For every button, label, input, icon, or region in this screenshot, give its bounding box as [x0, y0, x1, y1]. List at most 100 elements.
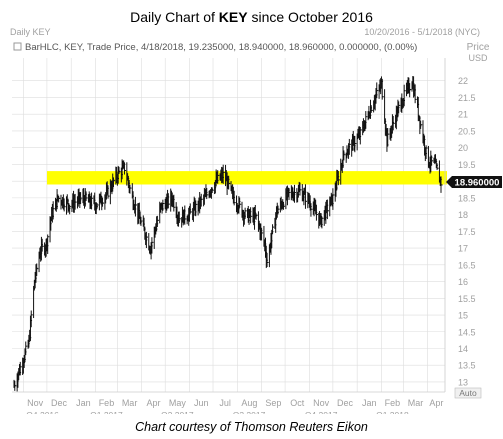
price-bar — [91, 192, 94, 210]
quarter-label: Q3 2017 — [233, 410, 266, 414]
price-bar — [63, 198, 66, 212]
y-tick-label: 22 — [458, 76, 468, 86]
quarter-label: Q4 2017 — [305, 410, 338, 414]
price-bar — [184, 205, 187, 225]
auto-scale-label: Auto — [459, 388, 477, 398]
x-tick-label: Mar — [408, 398, 424, 408]
price-bar — [206, 187, 209, 200]
price-bar — [392, 115, 395, 131]
highlight-band — [47, 171, 447, 185]
price-bar — [425, 145, 428, 159]
price-bar — [261, 227, 264, 241]
price-bar — [167, 193, 170, 209]
auto-scale-button[interactable]: Auto — [454, 387, 482, 399]
price-bar — [58, 195, 61, 203]
price-bar — [348, 138, 351, 155]
price-chart[interactable]: 1313.51414.51515.51616.51717.51818.51919… — [0, 26, 503, 420]
price-bar — [343, 150, 346, 161]
series-toggle-icon[interactable] — [13, 42, 22, 51]
price-bar — [41, 238, 44, 252]
y-tick-label: 21.5 — [458, 93, 476, 103]
last-price-box — [446, 176, 502, 188]
price-bar — [315, 204, 319, 221]
price-bar — [69, 204, 72, 215]
chart-title: Daily Chart of KEY since October 2016 — [130, 9, 373, 25]
quarter-label: Q1 2018 — [376, 410, 409, 414]
price-bar — [431, 155, 434, 166]
y-axis: 1313.51414.51515.51616.51717.51818.51919… — [458, 76, 476, 387]
price-bar — [74, 193, 77, 210]
price-bar — [277, 205, 280, 215]
x-tick-label: Dec — [51, 398, 68, 408]
x-tick-label: Dec — [337, 398, 354, 408]
y-tick-label: 19.5 — [458, 160, 476, 170]
price-bar — [321, 216, 324, 229]
price-bar — [255, 213, 258, 220]
price-bar — [52, 201, 55, 220]
last-price-tag: 18.960000 — [446, 176, 502, 189]
price-bar — [123, 162, 127, 175]
price-bar — [239, 197, 242, 208]
price-bar — [19, 361, 22, 376]
price-label: Price — [467, 42, 490, 53]
grid-lines — [12, 58, 445, 392]
price-bar — [414, 84, 417, 104]
price-bar — [25, 341, 28, 356]
date-range-label: 10/20/2016 - 5/1/2018 (NYC) — [364, 27, 480, 37]
x-tick-label: Jan — [362, 398, 377, 408]
price-bar — [107, 185, 110, 199]
price-bar — [266, 252, 269, 268]
price-bar — [162, 199, 165, 211]
price-bar — [387, 127, 390, 147]
y-tick-label: 13 — [458, 377, 468, 387]
price-bar — [376, 82, 379, 99]
price-bar — [200, 193, 203, 207]
price-bar — [189, 203, 192, 214]
y-tick-label: 16.5 — [458, 260, 476, 270]
y-tick-label: 15.5 — [458, 294, 476, 304]
price-bar — [233, 190, 236, 206]
x-tick-label: Feb — [385, 398, 401, 408]
price-bar — [440, 176, 443, 193]
series-info-text: BarHLC, KEY, Trade Price, 4/18/2018, 19.… — [25, 42, 417, 53]
price-bar — [244, 207, 247, 219]
price-bar — [283, 201, 286, 210]
price-bar — [102, 197, 105, 207]
price-bar — [354, 135, 357, 153]
price-bar — [217, 170, 220, 184]
y-tick-label: 17 — [458, 244, 468, 254]
price-bar — [134, 196, 138, 217]
x-tick-label: May — [169, 398, 187, 408]
quarter-label: Q4 2016 — [26, 410, 59, 414]
symbol-label: Daily KEY — [10, 27, 51, 37]
chart-caption: Chart courtesy of Thomson Reuters Eikon — [135, 420, 368, 434]
y-tick-label: 18 — [458, 210, 468, 220]
price-bar — [359, 126, 362, 145]
chart-panel[interactable]: 1313.51414.51515.51616.51717.51818.51919… — [0, 26, 503, 420]
price-bar — [195, 200, 198, 217]
price-bar — [36, 263, 39, 276]
price-bar — [365, 111, 368, 129]
price-bar — [140, 216, 143, 226]
x-tick-label: Mar — [122, 398, 138, 408]
price-bar — [304, 184, 308, 209]
y-tick-label: 16 — [458, 277, 468, 287]
quarter-label: Q1 2017 — [90, 410, 123, 414]
currency-label: USD — [468, 53, 488, 63]
price-bar — [381, 78, 384, 100]
price-bar — [293, 184, 297, 203]
price-bar — [156, 215, 159, 227]
price-bar — [151, 237, 154, 254]
price-bar — [228, 175, 231, 190]
y-tick-label: 13.5 — [458, 361, 476, 371]
price-bar — [118, 166, 121, 175]
price-bar — [310, 203, 313, 217]
y-tick-label: 20 — [458, 143, 468, 153]
price-bar — [129, 184, 132, 194]
x-tick-label: Nov — [27, 398, 44, 408]
x-tick-label: Aug — [241, 398, 257, 408]
price-bar — [272, 224, 275, 235]
y-tick-label: 18.5 — [458, 193, 476, 203]
x-tick-label: Sep — [265, 398, 281, 408]
x-tick-label: Feb — [99, 398, 115, 408]
